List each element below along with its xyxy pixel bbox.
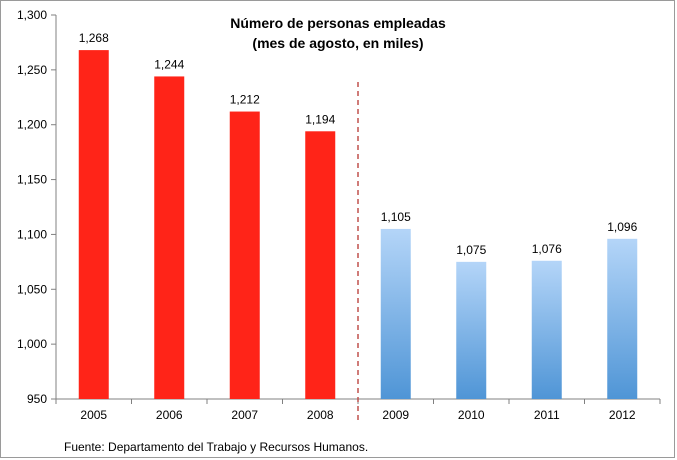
bar-2005 bbox=[78, 50, 109, 399]
y-tick-label: 950 bbox=[27, 392, 47, 406]
bar-2006 bbox=[154, 76, 185, 399]
data-label-2012: 1,096 bbox=[607, 220, 637, 234]
chart-title: Número de personas empleadas bbox=[230, 15, 446, 31]
y-tick-label: 1,050 bbox=[17, 282, 47, 296]
y-tick-label: 1,250 bbox=[17, 63, 47, 77]
bar-2008 bbox=[305, 131, 336, 399]
data-label-2008: 1,194 bbox=[305, 112, 335, 126]
x-tick-label: 2010 bbox=[458, 408, 485, 422]
x-tick-label: 2011 bbox=[534, 408, 560, 422]
data-label-2011: 1,076 bbox=[532, 242, 562, 256]
y-tick-label: 1,200 bbox=[17, 118, 47, 132]
y-tick-label: 1,300 bbox=[17, 8, 47, 22]
bar-2007 bbox=[229, 111, 260, 399]
data-label-2010: 1,075 bbox=[456, 243, 486, 257]
bars bbox=[78, 50, 638, 399]
x-tick-label: 2009 bbox=[382, 408, 409, 422]
x-tick-label: 2007 bbox=[231, 408, 258, 422]
y-axis: 950 1,000 1,050 1,100 1,150 1,200 1,250 1,300 bbox=[17, 8, 57, 406]
x-tick-label: 2005 bbox=[80, 408, 107, 422]
y-tick-label: 1,100 bbox=[17, 227, 47, 241]
data-label-2006: 1,244 bbox=[154, 57, 184, 71]
data-label-2009: 1,105 bbox=[381, 210, 411, 224]
x-tick-label: 2008 bbox=[307, 408, 334, 422]
data-label-2007: 1,212 bbox=[230, 93, 260, 107]
y-tick-label: 1,000 bbox=[17, 337, 47, 351]
bar-2010 bbox=[456, 261, 487, 399]
data-labels: 1,268 1,244 1,212 1,194 1,105 1,075 1,076 1,096 bbox=[79, 31, 638, 257]
x-tick-label: 2006 bbox=[156, 408, 183, 422]
x-tick-label: 2012 bbox=[609, 408, 636, 422]
bar-2012 bbox=[607, 238, 638, 399]
chart-subtitle: (mes de agosto, en miles) bbox=[252, 35, 423, 51]
y-tick-label: 1,150 bbox=[17, 173, 47, 187]
source-note: Fuente: Departamento del Trabajo y Recur… bbox=[64, 440, 368, 454]
bar-2009 bbox=[380, 228, 411, 399]
bar-2011 bbox=[531, 260, 562, 399]
data-label-2005: 1,268 bbox=[79, 31, 109, 45]
